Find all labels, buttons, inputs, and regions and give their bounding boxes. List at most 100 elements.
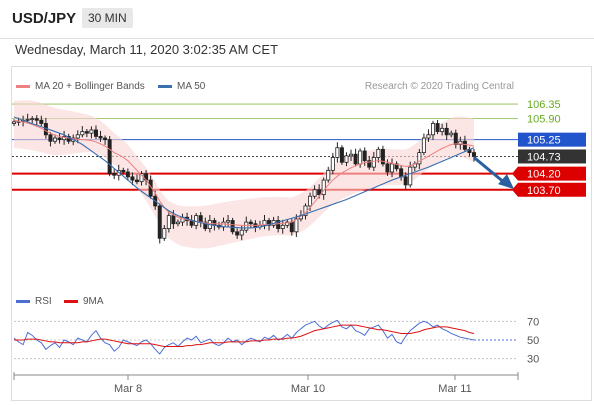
- candle-body: [353, 153, 358, 165]
- candle-body: [89, 129, 94, 134]
- candle-body: [244, 221, 249, 231]
- candle-body: [171, 215, 176, 225]
- bollinger-band: [14, 100, 474, 249]
- candle-body: [462, 140, 467, 150]
- candle-body: [203, 221, 208, 229]
- candle-body: [339, 147, 344, 163]
- rsi-tick-label: 30: [527, 354, 539, 366]
- chart-header: USD/JPY 30 MIN: [0, 0, 594, 39]
- candle-body: [458, 140, 463, 145]
- candle-body: [294, 218, 299, 233]
- candle-body: [262, 220, 267, 226]
- candle-body: [84, 131, 89, 134]
- support-box: [512, 166, 586, 181]
- rsi-tick-label: 70: [527, 316, 539, 328]
- candle-body: [212, 220, 217, 226]
- candle-body: [98, 136, 103, 139]
- x-tick-label: Mar 8: [114, 383, 142, 395]
- rsi-ma-line: [14, 324, 475, 348]
- candle-body: [471, 152, 476, 157]
- candle-body: [276, 220, 281, 229]
- candle-body: [321, 179, 326, 196]
- credit-text: Research © 2020 Trading Central: [364, 81, 514, 92]
- candle-body: [239, 229, 244, 236]
- ma50-swatch: [158, 85, 172, 88]
- bollinger-swatch: [16, 85, 30, 88]
- rsi-tick-label: 50: [527, 335, 539, 347]
- last-price-box: [518, 149, 586, 164]
- candle-body: [394, 163, 399, 170]
- legend-bollinger: MA 20 + Bollinger Bands: [16, 81, 145, 92]
- candle-body: [444, 127, 449, 136]
- x-tick-label: Mar 11: [438, 383, 471, 395]
- candle-body: [34, 118, 39, 121]
- candle-body: [11, 121, 16, 124]
- candle-body: [421, 137, 426, 153]
- candle-body: [166, 215, 171, 229]
- candle-body: [162, 228, 167, 239]
- candle-body: [403, 176, 408, 186]
- candle-body: [317, 189, 322, 196]
- candle-body: [121, 169, 126, 173]
- rsi-ma-swatch: [64, 300, 78, 303]
- candle-body: [440, 127, 445, 132]
- candle-body: [289, 221, 294, 233]
- ma50-line: [13, 116, 475, 229]
- resistance-label: 106.35: [527, 99, 561, 111]
- candle-body: [408, 166, 413, 186]
- candle-body: [194, 215, 199, 226]
- candle-body: [371, 157, 376, 168]
- forecast-arrow-shaft: [473, 156, 506, 185]
- candle-body: [52, 137, 57, 142]
- pivot-label: 105.25: [527, 135, 561, 147]
- candle-body: [130, 176, 135, 181]
- legend-ma50-label: MA 50: [177, 81, 206, 92]
- pivot-box: [518, 132, 586, 147]
- x-tick-label: Mar 10: [291, 383, 325, 395]
- candle-body: [175, 221, 180, 225]
- candle-body: [390, 163, 395, 173]
- legend-ma50: MA 50: [158, 81, 205, 92]
- candle-body: [449, 132, 454, 136]
- candle-body: [312, 189, 317, 197]
- candle-body: [399, 168, 404, 178]
- candle-body: [267, 220, 272, 226]
- candle-body: [230, 220, 235, 233]
- legend-bollinger-label: MA 20 + Bollinger Bands: [35, 81, 145, 92]
- candle-body: [308, 195, 313, 207]
- candle-body: [335, 147, 340, 158]
- candle-body: [66, 136, 71, 142]
- last-price-label: 104.73: [527, 151, 561, 163]
- candle-body: [125, 171, 130, 178]
- rsi-line: [13, 319, 475, 355]
- candle-body: [226, 220, 231, 223]
- legend-rsi-ma: 9MA: [64, 296, 104, 307]
- candle-body: [385, 163, 390, 173]
- candle-body: [376, 148, 381, 158]
- candle-body: [330, 157, 335, 171]
- candle-body: [39, 119, 44, 124]
- candle-body: [362, 150, 367, 162]
- candle-body: [380, 148, 385, 165]
- symbol-label: USD/JPY: [12, 10, 77, 27]
- candle-body: [453, 132, 458, 145]
- candle-body: [134, 179, 139, 183]
- legend-rsi-ma-label: 9MA: [83, 296, 104, 307]
- legend-rsi-label: RSI: [35, 296, 52, 307]
- support-box: [512, 182, 586, 197]
- candle-body: [157, 205, 162, 239]
- candle-body: [358, 150, 363, 165]
- candle-body: [417, 152, 422, 165]
- candle-body: [93, 129, 98, 137]
- support-label: 103.70: [527, 185, 561, 197]
- support-label: 104.20: [527, 169, 561, 181]
- ma20-line: [13, 119, 475, 226]
- legend-rsi: RSI: [16, 296, 52, 307]
- candle-body: [80, 131, 85, 136]
- candle-body: [248, 221, 253, 225]
- timeframe-button[interactable]: 30 MIN: [82, 8, 133, 28]
- candle-body: [435, 123, 440, 132]
- candle-body: [426, 134, 431, 139]
